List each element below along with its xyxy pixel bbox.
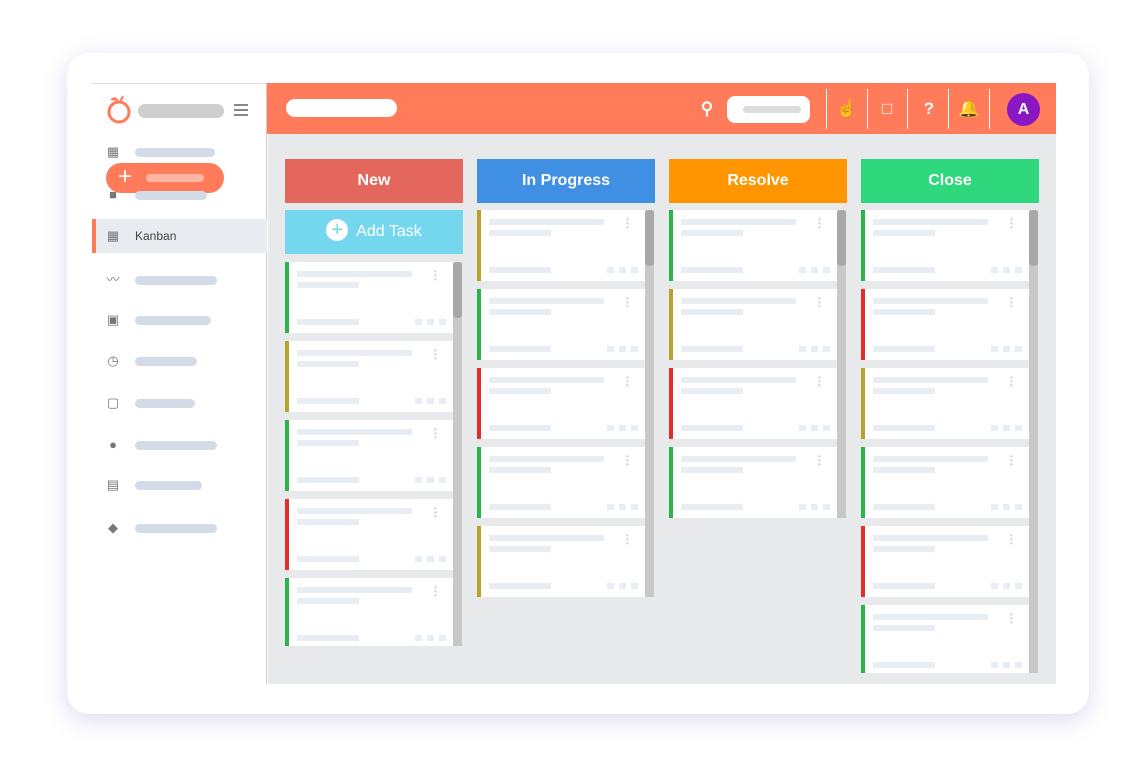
task-card[interactable]: • • • (861, 368, 1029, 439)
page-title-placeholder (286, 99, 397, 117)
add-task-button[interactable]: + Add Task (285, 210, 463, 254)
column-scrollbar[interactable] (837, 210, 846, 518)
task-card[interactable]: • • • (861, 605, 1029, 673)
column-header: New (285, 159, 463, 203)
person-icon: ● (109, 437, 117, 452)
column-in-progress: In Progress (477, 159, 655, 203)
sidebar-item-layers[interactable]: ◆ (92, 511, 267, 545)
sidebar-item-contact[interactable]: ▢ (92, 386, 267, 420)
sidebar-item-label: Kanban (135, 229, 177, 243)
scroll-thumb[interactable] (645, 210, 654, 266)
logo-icon (107, 95, 131, 124)
more-options-icon[interactable]: • • • (434, 583, 437, 600)
sidebar-item-clipboard[interactable]: ▣ (92, 303, 267, 337)
sidebar-item-trend[interactable]: 〰 (92, 263, 267, 297)
task-card[interactable]: • • • (285, 578, 453, 646)
more-options-icon[interactable]: • • • (818, 452, 821, 469)
scroll-thumb[interactable] (453, 262, 462, 318)
trend-icon: 〰 (106, 272, 120, 287)
more-options-icon[interactable]: • • • (1010, 452, 1013, 469)
top-bar: ⚲ ☝ □ ? 🔔 A (267, 83, 1056, 134)
task-card[interactable]: • • • (285, 499, 453, 570)
menu-icon[interactable] (234, 104, 248, 116)
more-options-icon[interactable]: • • • (626, 215, 629, 232)
more-options-icon[interactable]: • • • (1010, 294, 1013, 311)
search-input[interactable] (727, 96, 810, 123)
more-options-icon[interactable]: • • • (1010, 610, 1013, 627)
search-icon[interactable]: ⚲ (700, 99, 714, 118)
more-options-icon[interactable]: • • • (434, 267, 437, 284)
layers-icon: ◆ (108, 520, 118, 535)
bell-icon[interactable]: 🔔 (958, 99, 980, 118)
more-options-icon[interactable]: • • • (1010, 531, 1013, 548)
task-card[interactable]: • • • (669, 447, 837, 518)
sidebar-item-person[interactable]: ● (92, 428, 267, 462)
feedback-icon[interactable]: □ (881, 99, 893, 118)
more-options-icon[interactable]: • • • (818, 294, 821, 311)
column-scrollbar[interactable] (645, 210, 654, 597)
task-card[interactable]: • • • (861, 210, 1029, 281)
contact-icon: ▢ (106, 395, 120, 410)
hand-pointer-icon[interactable]: ☝ (836, 99, 858, 118)
task-card[interactable]: • • • (477, 368, 645, 439)
create-new-button[interactable]: + (106, 163, 224, 193)
task-card[interactable]: • • • (477, 526, 645, 597)
more-options-icon[interactable]: • • • (1010, 373, 1013, 390)
task-card[interactable]: • • • (861, 289, 1029, 360)
briefcase-icon: ■ (109, 187, 117, 202)
avatar[interactable]: A (1007, 93, 1040, 126)
more-options-icon[interactable]: • • • (818, 215, 821, 232)
app-name-placeholder (138, 104, 224, 118)
sidebar-item-kanban[interactable]: ▦ Kanban (92, 219, 267, 253)
form-icon: ▤ (106, 477, 120, 492)
column-resolve: Resolve (669, 159, 847, 203)
sidebar-item-form[interactable]: ▤ (92, 468, 267, 502)
column-header: Resolve (669, 159, 847, 203)
more-options-icon[interactable]: • • • (1010, 215, 1013, 232)
task-card[interactable]: • • • (477, 447, 645, 518)
plus-icon: + (118, 163, 133, 190)
task-card[interactable]: • • • (285, 341, 453, 412)
more-options-icon[interactable]: • • • (626, 294, 629, 311)
column-scrollbar[interactable] (453, 262, 462, 646)
more-options-icon[interactable]: • • • (434, 346, 437, 363)
task-card[interactable]: • • • (669, 289, 837, 360)
clipboard-icon: ▣ (106, 312, 120, 327)
plus-circle-icon: + (326, 218, 349, 241)
task-card[interactable]: • • • (669, 368, 837, 439)
task-card[interactable]: • • • (477, 210, 645, 281)
scroll-thumb[interactable] (1029, 210, 1038, 266)
task-card[interactable]: • • • (285, 262, 453, 333)
column-scrollbar[interactable] (1029, 210, 1038, 673)
sidebar: + ▦ ■ ▦ Kanban 〰 ▣ ◷ ▢ ● ▤ ◆ (92, 83, 267, 684)
column-close: Close (861, 159, 1039, 203)
more-options-icon[interactable]: • • • (626, 531, 629, 548)
dashboard-icon: ▦ (106, 144, 120, 159)
sidebar-item-briefcase[interactable]: ■ (92, 178, 267, 212)
task-card[interactable]: • • • (669, 210, 837, 281)
more-options-icon[interactable]: • • • (434, 425, 437, 442)
column-header: Close (861, 159, 1039, 203)
column-header: In Progress (477, 159, 655, 203)
help-icon[interactable]: ? (923, 99, 935, 118)
kanban-icon: ▦ (106, 228, 120, 243)
add-task-label: Add Task (356, 223, 422, 240)
more-options-icon[interactable]: • • • (626, 452, 629, 469)
task-card[interactable]: • • • (285, 420, 453, 491)
clock-icon: ◷ (107, 353, 119, 368)
task-card[interactable]: • • • (861, 526, 1029, 597)
more-options-icon[interactable]: • • • (626, 373, 629, 390)
task-card[interactable]: • • • (861, 447, 1029, 518)
sidebar-item-dashboard[interactable]: ▦ (92, 135, 267, 169)
sidebar-item-clock[interactable]: ◷ (92, 344, 267, 378)
scroll-thumb[interactable] (837, 210, 846, 266)
column-new: New (285, 159, 463, 203)
more-options-icon[interactable]: • • • (818, 373, 821, 390)
task-card[interactable]: • • • (477, 289, 645, 360)
more-options-icon[interactable]: • • • (434, 504, 437, 521)
